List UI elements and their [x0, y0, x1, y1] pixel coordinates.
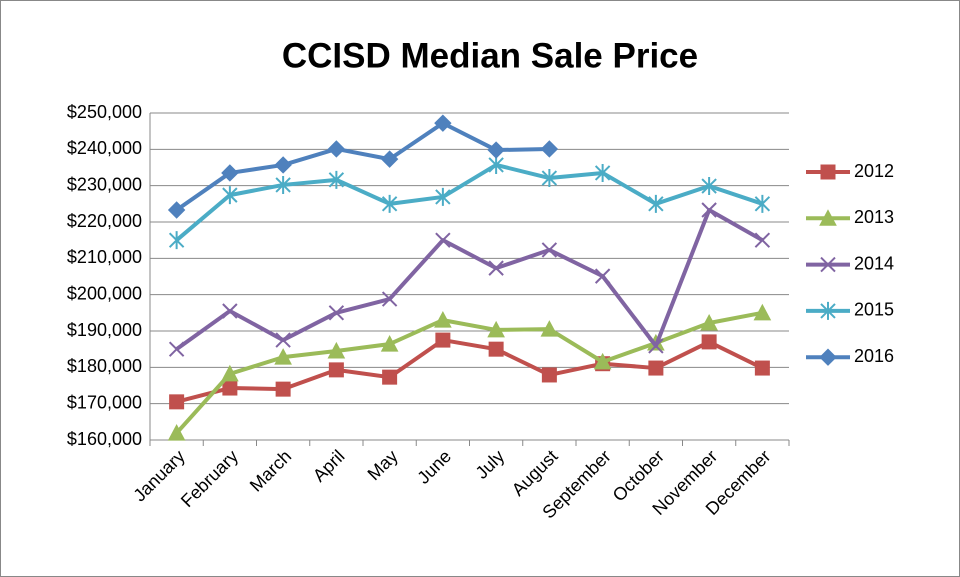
data-point — [754, 194, 771, 213]
y-tick-label: $220,000 — [67, 211, 142, 231]
series-line — [175, 208, 764, 351]
data-point — [487, 320, 505, 338]
data-point — [221, 164, 239, 182]
legend-label: 2013 — [854, 207, 894, 227]
data-point — [380, 150, 399, 168]
data-point — [167, 424, 186, 441]
data-point — [222, 186, 238, 205]
data-point — [541, 367, 557, 383]
y-tick-label: $230,000 — [67, 174, 142, 194]
data-point — [275, 175, 291, 194]
data-point — [169, 394, 185, 410]
data-point — [382, 369, 398, 385]
data-point — [487, 141, 505, 159]
data-point — [275, 381, 291, 397]
data-point — [540, 140, 559, 158]
data-point — [328, 305, 345, 321]
data-point — [593, 352, 612, 370]
chart-title: CCISD Median Sale Price — [282, 36, 698, 75]
legend-marker — [820, 256, 836, 273]
data-point — [701, 334, 717, 350]
legend-label: 2012 — [854, 161, 894, 181]
legend-label: 2014 — [854, 253, 894, 273]
y-tick-label: $180,000 — [67, 356, 142, 376]
series-line — [175, 121, 550, 212]
data-point — [541, 242, 558, 258]
data-point — [222, 380, 238, 396]
data-point — [381, 194, 398, 213]
data-point — [328, 362, 344, 378]
data-point — [327, 341, 346, 359]
y-tick-label: $160,000 — [67, 429, 142, 449]
series-line — [175, 310, 763, 435]
data-point — [488, 155, 504, 174]
series-line — [175, 162, 764, 242]
data-point — [327, 140, 346, 158]
data-point — [700, 313, 718, 331]
data-point — [168, 341, 185, 357]
data-point — [488, 341, 504, 357]
y-tick-label: $200,000 — [67, 283, 142, 303]
data-point — [435, 232, 451, 248]
data-point — [274, 156, 292, 174]
data-point — [434, 311, 452, 328]
data-point — [541, 169, 558, 188]
data-point — [648, 360, 664, 376]
y-tick-label: $210,000 — [67, 247, 142, 267]
data-point — [488, 260, 504, 276]
data-point — [435, 332, 451, 348]
data-point — [753, 303, 772, 321]
data-point — [754, 360, 770, 376]
data-point — [648, 194, 664, 213]
data-point — [221, 364, 239, 382]
y-tick-label: $250,000 — [67, 102, 142, 122]
data-point — [648, 338, 664, 354]
legend-marker — [819, 348, 837, 366]
data-point — [275, 332, 291, 348]
data-point — [380, 335, 399, 352]
legend-label: 2016 — [854, 346, 894, 366]
data-point — [168, 231, 185, 250]
data-point — [434, 114, 452, 132]
data-point — [435, 187, 451, 206]
data-point — [701, 177, 717, 196]
legend-label: 2015 — [854, 300, 894, 320]
data-point — [274, 348, 292, 365]
data-point — [381, 291, 398, 307]
y-tick-label: $170,000 — [67, 392, 142, 412]
y-tick-label: $240,000 — [67, 138, 142, 158]
data-point — [328, 170, 345, 189]
y-tick-label: $190,000 — [67, 320, 142, 340]
data-point — [594, 163, 611, 182]
data-point — [540, 320, 559, 337]
data-point — [701, 202, 717, 218]
legend-marker — [819, 209, 837, 226]
legend-marker — [820, 164, 836, 180]
legend-marker — [820, 301, 836, 320]
data-point — [222, 303, 238, 319]
series-line — [176, 338, 764, 404]
data-point — [167, 201, 186, 219]
data-point — [594, 268, 611, 284]
data-point — [754, 232, 771, 248]
